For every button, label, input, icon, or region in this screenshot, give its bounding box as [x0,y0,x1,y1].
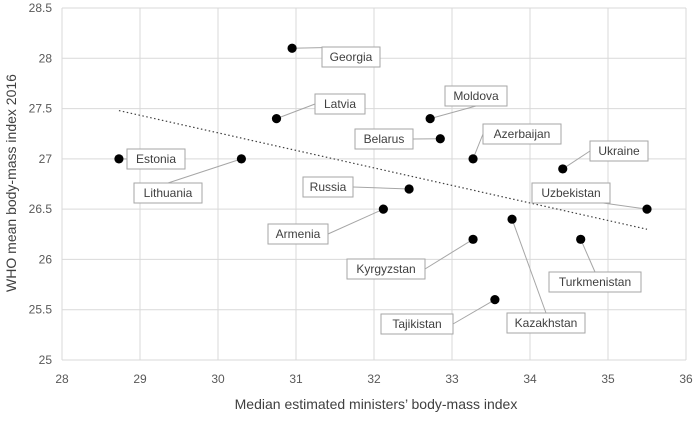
callout-label: Estonia [126,148,186,170]
callout-leader [580,239,596,273]
data-point [468,234,478,244]
data-point [558,164,568,174]
callout-leader [562,150,591,170]
point-label: Uzbekistan [541,186,600,200]
callout-label: Latvia [314,93,366,115]
callout-box [444,85,508,107]
callout-label: Georgia [321,46,381,68]
callout-box [380,313,454,335]
x-tick-label: 33 [445,372,459,386]
callout-box [354,128,414,150]
callout-leader [424,238,474,270]
callout-box [482,123,562,145]
callout-labels: Georgia Latvia Moldova Belarus Azerbaijan Est… [126,46,649,335]
callout-label: Turkmenistan [548,271,642,293]
data-point [236,154,246,164]
callout-box [548,271,642,293]
x-tick-label: 35 [601,372,615,386]
data-point [576,234,586,244]
data-point [378,204,388,214]
callout-leader [167,158,242,184]
data-point [642,204,652,214]
callout-label: Moldova [444,85,508,107]
point-label: Belarus [364,132,405,146]
data-point [114,154,124,164]
callout-box [321,46,381,68]
x-tick-label: 30 [211,372,225,386]
x-tick-label: 29 [133,372,147,386]
point-label: Azerbaijan [494,127,551,141]
callout-label: Belarus [354,128,414,150]
x-tick-label: 36 [679,372,693,386]
callout-leader [327,208,384,235]
point-label: Estonia [136,152,176,166]
callout-box [133,182,203,204]
callout-leader [452,299,496,325]
callout-box [506,312,586,334]
callout-label: Armenia [267,223,329,245]
x-tick-label: 32 [367,372,381,386]
x-tick-label: 31 [289,372,303,386]
callout-leader [430,105,477,120]
callout-leader [511,219,547,314]
data-points [114,43,652,305]
y-tick-label: 27.5 [29,102,53,116]
point-label: Kyrgyzstan [356,262,415,276]
callout-label: Russia [302,176,354,198]
gridlines [61,7,687,361]
point-label: Georgia [330,50,373,64]
x-tick-label: 28 [55,372,69,386]
callout-leader [276,103,316,120]
y-tick-label: 27 [39,152,53,166]
point-label: Turkmenistan [559,275,631,289]
y-axis-title: WHO mean body-mass index 2016 [3,74,19,292]
y-tick-label: 28 [39,51,53,65]
point-label: Tajikistan [392,317,441,331]
data-point [435,134,445,144]
y-tick-label: 26.5 [29,202,53,216]
x-tick-label: 34 [523,372,537,386]
y-tick-label: 28.5 [29,1,53,15]
callout-box [302,176,354,198]
callout-label: Azerbaijan [482,123,562,145]
data-point [287,43,297,53]
callout-label: Kyrgyzstan [346,258,426,280]
point-label: Moldova [453,89,499,103]
data-point [507,214,517,224]
callout-leader [352,186,410,190]
x-axis-title: Median estimated ministers’ body-mass in… [235,396,518,412]
data-point [425,114,435,124]
callout-box [314,93,366,115]
callout-box [589,140,649,162]
tick-labels: 28 29 30 31 32 33 34 35 36 25 25.5 26 26.5 27 27.5 28 28… [29,1,693,386]
callout-label: Ukraine [589,140,649,162]
data-point [468,154,478,164]
callout-box [126,148,186,170]
callout-label: Lithuania [133,182,203,204]
callout-label: Uzbekistan [531,182,611,204]
data-point [404,184,414,194]
callout-box [531,182,611,204]
point-label: Lithuania [144,186,193,200]
point-label: Russia [310,180,347,194]
callout-label: Tajikistan [380,313,454,335]
data-point [271,114,282,124]
point-label: Ukraine [598,144,640,158]
point-label: Kazakhstan [515,316,578,330]
y-tick-label: 25.5 [29,303,53,317]
callout-box [267,223,329,245]
data-point [490,295,500,305]
callout-label: Kazakhstan [506,312,586,334]
point-label: Latvia [324,97,356,111]
callout-box [346,258,426,280]
y-tick-label: 26 [39,252,53,266]
point-label: Armenia [276,227,321,241]
y-tick-label: 25 [39,353,53,367]
